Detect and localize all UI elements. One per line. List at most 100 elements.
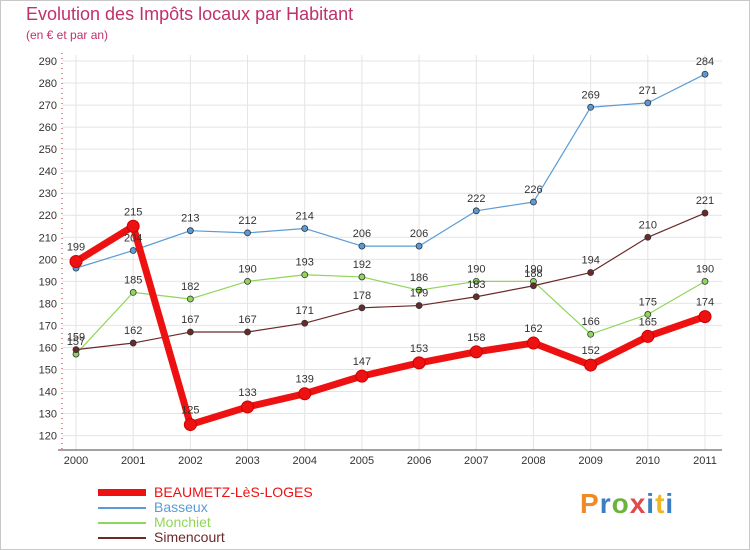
data-label: 166	[581, 316, 599, 328]
data-label: 269	[581, 89, 599, 101]
x-tick-label: 2004	[292, 455, 316, 467]
y-tick-label: 120	[39, 431, 57, 443]
data-point	[129, 339, 137, 347]
series-line	[75, 73, 706, 269]
y-tick-label: 150	[39, 364, 57, 376]
logo-letter: i	[646, 488, 656, 519]
data-point	[301, 319, 309, 327]
data-label: 152	[581, 345, 599, 357]
data-label: 162	[124, 325, 142, 337]
chart-subtitle: (en € et par an)	[26, 28, 109, 42]
data-label: 206	[410, 228, 428, 240]
data-label: 159	[67, 332, 85, 344]
y-tick-label: 290	[39, 56, 57, 68]
x-tick-label: 2008	[521, 455, 545, 467]
data-point	[530, 282, 537, 290]
data-label: 204	[124, 233, 142, 245]
logo-letter: i	[665, 488, 675, 519]
logo-letter: P	[580, 488, 600, 519]
data-label: 167	[181, 314, 199, 326]
data-label: 182	[181, 281, 199, 293]
legend-swatch-beaumetz	[98, 489, 146, 496]
data-point	[412, 356, 426, 370]
data-label: 133	[238, 387, 256, 399]
data-label: 212	[238, 215, 256, 227]
logo-letter: r	[599, 488, 612, 519]
data-point	[301, 225, 309, 232]
data-label: 139	[296, 374, 314, 386]
data-label: 222	[467, 193, 485, 205]
data-label: 221	[696, 195, 714, 207]
data-point	[301, 271, 309, 279]
data-point	[526, 336, 540, 350]
x-tick-label: 2001	[121, 455, 145, 467]
data-label: 190	[467, 263, 485, 275]
data-label: 271	[639, 85, 657, 97]
data-label: 186	[410, 272, 428, 284]
x-tick-label: 2002	[178, 455, 202, 467]
data-point	[587, 269, 595, 276]
y-tick-label: 250	[39, 144, 57, 156]
data-label: 174	[696, 297, 714, 309]
data-point	[69, 255, 83, 269]
data-label: 190	[524, 263, 542, 275]
legend-swatch-basseux	[98, 507, 146, 509]
y-tick-label: 280	[39, 78, 57, 90]
data-label: 188	[524, 268, 542, 280]
y-tick-label: 170	[39, 320, 57, 332]
data-label: 193	[296, 257, 314, 269]
data-label: 179	[410, 288, 428, 300]
data-point	[298, 387, 312, 401]
x-tick-label: 2007	[464, 455, 488, 467]
data-point	[126, 219, 140, 233]
data-point	[641, 329, 655, 343]
y-tick-label: 130	[39, 409, 57, 421]
data-label: 190	[238, 263, 256, 275]
series-layer	[69, 70, 712, 432]
data-point	[472, 277, 480, 285]
data-label: 162	[524, 323, 542, 335]
legend-swatch-simencourt	[98, 537, 146, 539]
data-label: 199	[67, 242, 85, 254]
legend-label-beaumetz: BEAUMETZ-LèS-LOGES	[154, 484, 313, 500]
data-point	[584, 358, 598, 372]
y-tick-label: 210	[39, 232, 57, 244]
data-point	[72, 346, 80, 354]
data-point	[469, 345, 483, 359]
y-tick-label: 230	[39, 188, 57, 200]
data-point	[698, 310, 712, 324]
data-label: 125	[181, 405, 199, 417]
data-label: 185	[124, 274, 142, 286]
data-point	[244, 328, 251, 336]
data-label: 157	[67, 336, 85, 348]
data-label: 183	[467, 279, 485, 291]
data-point	[701, 209, 709, 217]
data-point	[415, 286, 423, 294]
data-labels: 204 213 212 214 206 206 222 226 269 271 284 157 185 1…	[67, 56, 714, 416]
data-point	[358, 242, 366, 250]
x-tick-label: 2009	[578, 455, 602, 467]
series-line	[75, 274, 706, 355]
legend-label-monchiet: Monchiet	[154, 514, 211, 530]
data-label: 171	[296, 305, 314, 317]
data-label: 190	[696, 263, 714, 275]
data-point	[241, 400, 255, 414]
data-label: 178	[353, 290, 371, 302]
logo-letter: t	[655, 488, 666, 519]
series-line	[75, 212, 706, 351]
data-label: 214	[296, 210, 314, 222]
y-tick-label: 270	[39, 100, 57, 112]
legend-swatch-monchiet	[98, 522, 146, 524]
data-label: 210	[639, 219, 657, 231]
logo-letter: o	[611, 488, 630, 519]
legend-label-simencourt: Simencourt	[154, 529, 225, 545]
data-point	[530, 198, 537, 206]
y-tick-label: 220	[39, 210, 57, 222]
data-label: 226	[524, 184, 542, 196]
x-tick-label: 2006	[407, 455, 431, 467]
data-point	[358, 304, 366, 312]
x-tick-label: 2005	[350, 455, 374, 467]
x-tick-label: 2000	[64, 455, 88, 467]
data-point	[186, 328, 194, 336]
